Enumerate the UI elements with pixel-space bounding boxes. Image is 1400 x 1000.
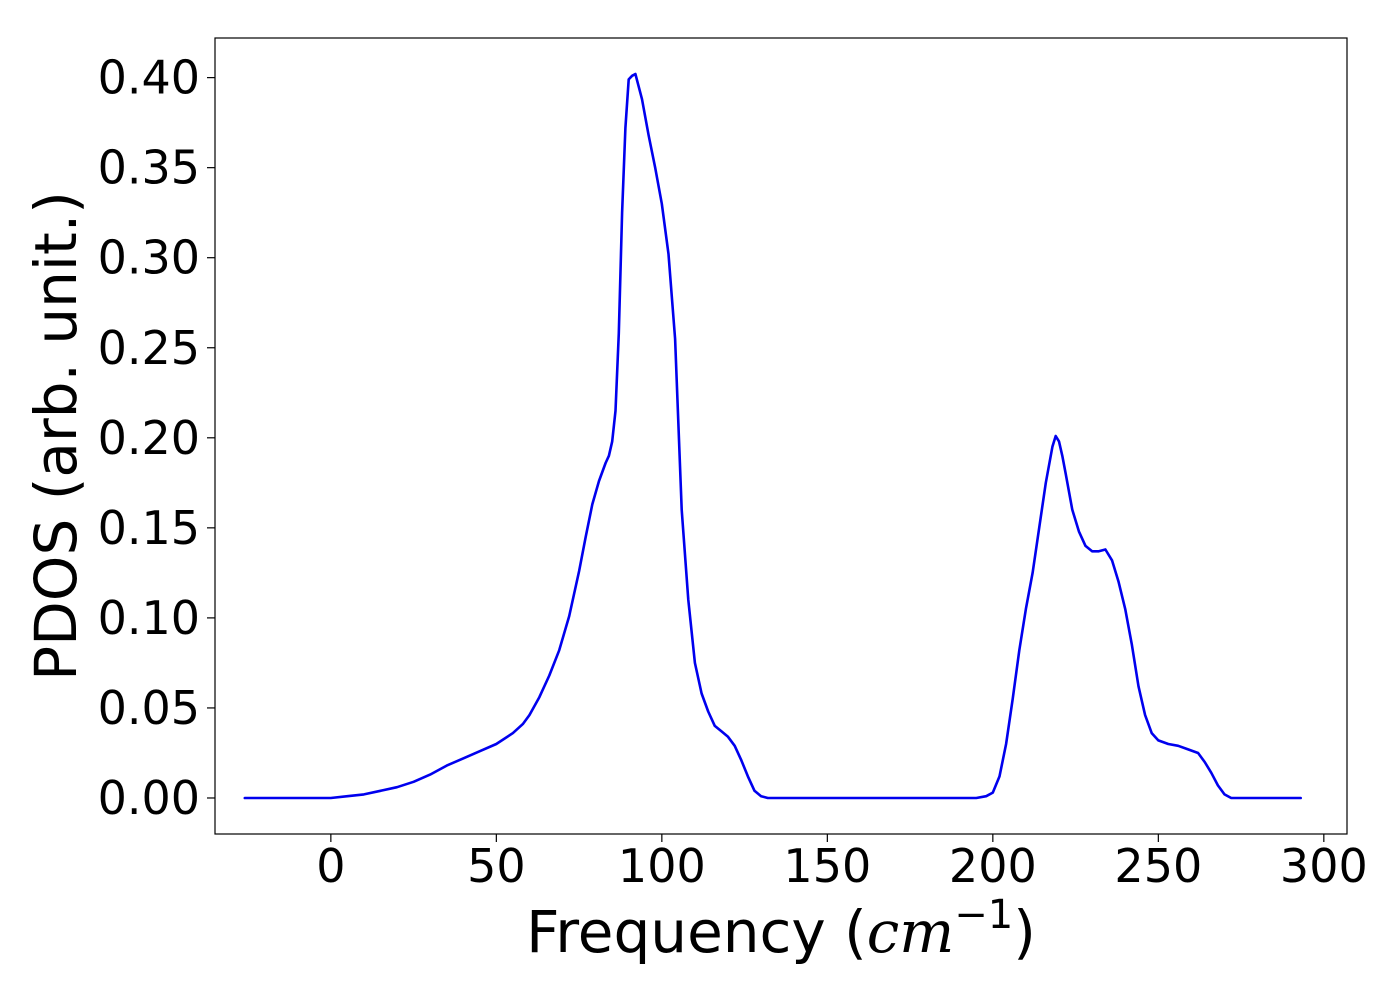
y-tick-label: 0.30 <box>98 231 200 285</box>
x-tick-label: 200 <box>949 839 1037 893</box>
x-tick-label: 300 <box>1280 839 1368 893</box>
x-tick-label: 0 <box>316 839 345 893</box>
x-tick-label: 50 <box>467 839 526 893</box>
x-axis-label-prefix: Frequency ( <box>526 898 867 966</box>
x-axis-label-unit: cm <box>867 898 954 966</box>
plot-frame <box>214 37 1348 835</box>
y-tick-label: 0.15 <box>98 501 200 555</box>
x-axis-label-exponent: −1 <box>954 892 1013 938</box>
plot-area <box>214 37 1348 835</box>
y-tick-label: 0.10 <box>98 591 200 645</box>
x-axis-label-suffix: ) <box>1013 898 1036 966</box>
x-tick-label: 250 <box>1114 839 1202 893</box>
y-tick-label: 0.40 <box>98 51 200 105</box>
y-tick-label: 0.35 <box>98 141 200 195</box>
x-tick-label: 100 <box>618 839 706 893</box>
y-tick-label: 0.00 <box>98 771 200 825</box>
y-tick-label: 0.20 <box>98 411 200 465</box>
x-axis-label: Frequency (cm−1) <box>526 892 1036 966</box>
y-tick-label: 0.05 <box>98 681 200 735</box>
y-axis-ticks: 0.00 0.05 0.10 0.15 0.20 0.25 0.30 0.35 0.40 <box>98 51 215 825</box>
y-axis-label: PDOS (arb. unit.) <box>22 191 90 681</box>
series-line <box>243 72 1302 800</box>
x-axis-ticks: 0 50 100 150 200 250 300 <box>316 834 1368 893</box>
x-tick-label: 150 <box>783 839 871 893</box>
series-layer <box>243 72 1302 800</box>
y-tick-label: 0.25 <box>98 321 200 375</box>
